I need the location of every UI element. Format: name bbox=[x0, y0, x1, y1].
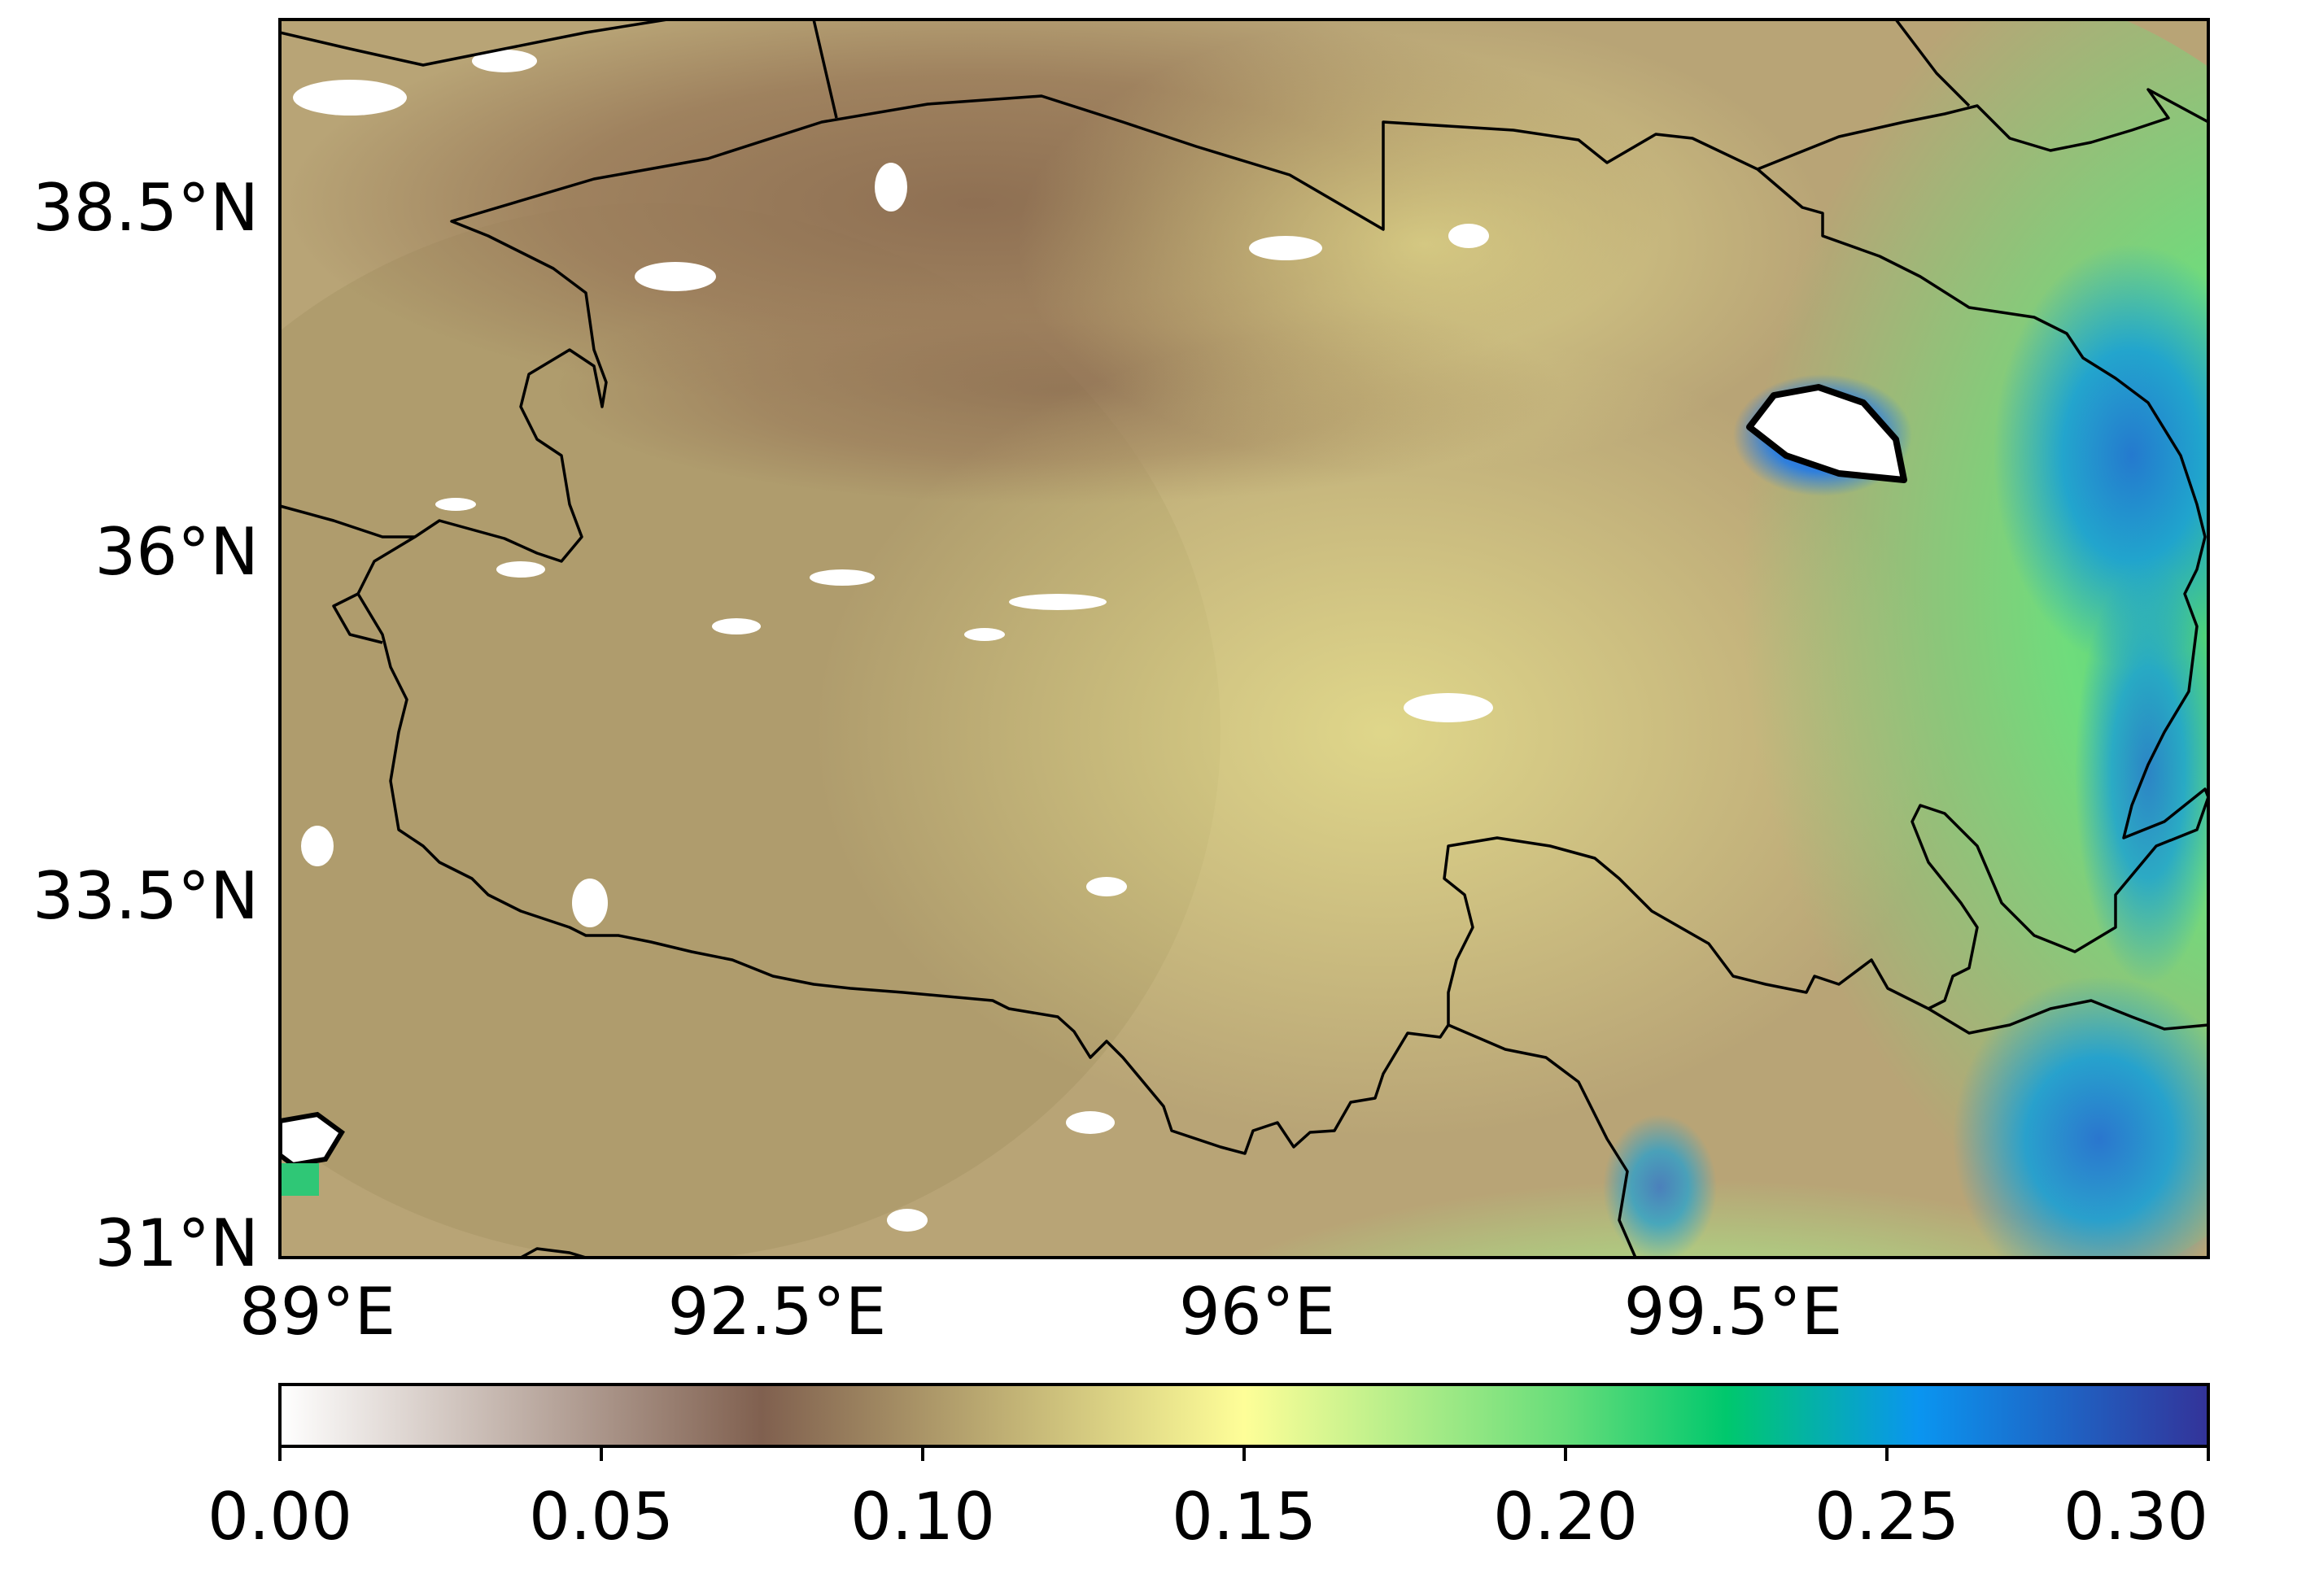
colorbar-tick-label: 0.15 bbox=[1172, 1479, 1317, 1555]
colorbar-gradient bbox=[278, 1383, 2210, 1448]
small-green-patch bbox=[280, 1163, 319, 1196]
se-border bbox=[1928, 999, 2208, 1035]
colorbar-tick-label: 0.20 bbox=[1493, 1479, 1638, 1555]
lon-tick-label: 92.5°E bbox=[668, 1274, 887, 1350]
lon-tick-label: 99.5°E bbox=[1624, 1274, 1843, 1350]
map-frame bbox=[278, 18, 2210, 1259]
southern-border bbox=[1448, 1023, 1637, 1258]
lon-tick-label: 89°E bbox=[239, 1274, 395, 1350]
colorbar-ticks bbox=[278, 1446, 2210, 1461]
northern-border bbox=[812, 20, 838, 119]
sw-corner-border bbox=[520, 1247, 587, 1258]
colorbar-tick-label: 0.25 bbox=[1814, 1479, 1959, 1555]
colorbar: 0.00 0.05 0.10 0.15 0.20 0.25 0.30 bbox=[207, 1383, 2210, 1555]
lat-tick-label: 31°N bbox=[94, 1206, 259, 1281]
map-shading-e-blue bbox=[2075, 561, 2208, 984]
colorbar-tick-label: 0.00 bbox=[207, 1479, 352, 1555]
colorbar-tick-label: 0.05 bbox=[529, 1479, 674, 1555]
lat-tick-label: 36°N bbox=[94, 514, 259, 590]
colorbar-tick-label: 0.10 bbox=[850, 1479, 995, 1555]
qinghai-boundary bbox=[356, 94, 2208, 1155]
colorbar-labels: 0.00 0.05 0.10 0.15 0.20 0.25 0.30 bbox=[207, 1479, 2208, 1555]
lat-tick-label: 38.5°N bbox=[33, 170, 259, 246]
province-boundaries bbox=[280, 20, 2208, 1258]
map-panel bbox=[280, 20, 2208, 1258]
western-border bbox=[280, 504, 415, 539]
longitude-axis: 89°E 92.5°E 96°E 99.5°E bbox=[239, 1274, 1843, 1350]
lake bbox=[1746, 384, 1907, 483]
sw-border bbox=[332, 592, 383, 644]
lon-tick-label: 96°E bbox=[1179, 1274, 1335, 1350]
lat-tick-label: 33.5°N bbox=[33, 858, 259, 934]
ne-border bbox=[1757, 88, 2208, 171]
latitude-axis: 38.5°N 36°N 33.5°N 31°N bbox=[33, 170, 259, 1281]
map-shading-ne-blue bbox=[1993, 244, 2208, 667]
small-lake bbox=[280, 1111, 345, 1168]
ne-border-2 bbox=[1894, 20, 1971, 107]
map-shading-south-blue bbox=[1603, 1114, 1717, 1258]
map-shading-se-blue bbox=[1953, 976, 2208, 1258]
colorbar-tick-label: 0.30 bbox=[2063, 1479, 2208, 1555]
snow-patches bbox=[293, 50, 1493, 1232]
nw-border bbox=[280, 20, 668, 67]
